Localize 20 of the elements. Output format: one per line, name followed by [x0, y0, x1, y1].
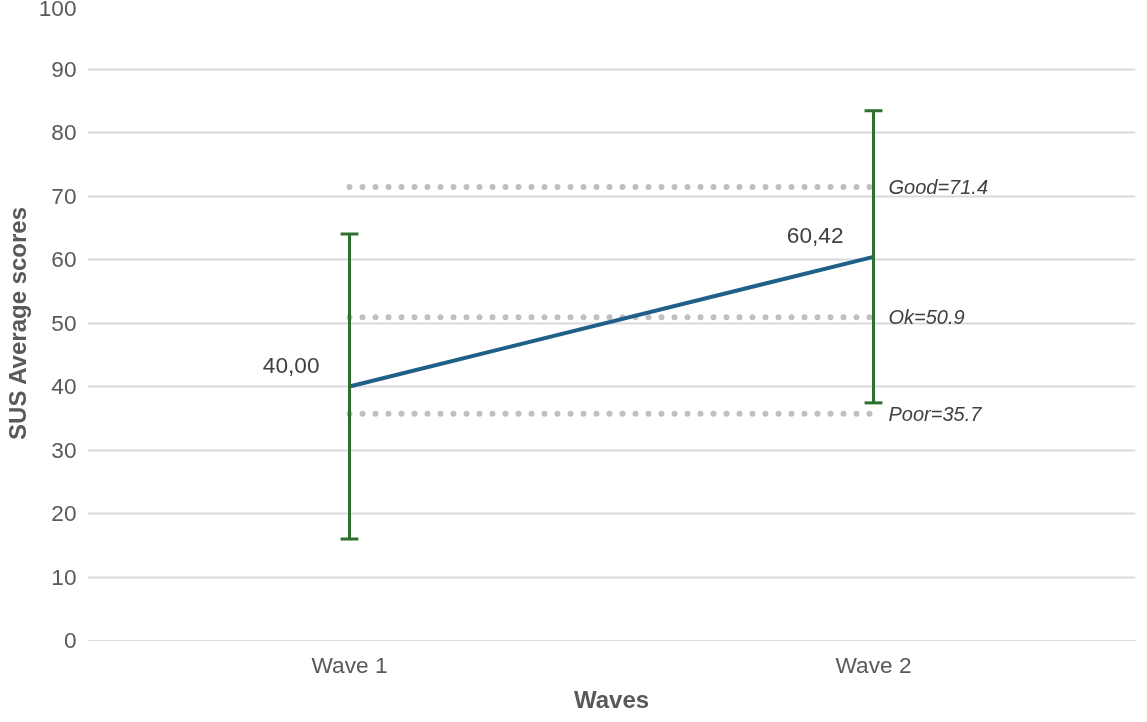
- y-axis-title: SUS Average scores: [3, 206, 31, 440]
- y-tick-label: 80: [51, 119, 77, 145]
- y-tick-label: 0: [63, 627, 77, 653]
- x-tick-label: Wave 2: [835, 651, 912, 678]
- data-label: 60,42: [786, 221, 844, 248]
- y-tick-label: 60: [51, 246, 77, 272]
- ref-line-label: Poor=35.7: [888, 402, 983, 425]
- ref-line-label: Good=71.4: [888, 176, 989, 199]
- y-tick-label: 10: [51, 563, 77, 590]
- y-tick-label: 90: [51, 55, 77, 82]
- y-tick-label: 50: [51, 309, 77, 336]
- y-tick-label: 70: [51, 182, 77, 209]
- y-tick-label: 20: [51, 500, 77, 526]
- y-tick-label: 40: [51, 373, 77, 399]
- x-tick-label: Wave 1: [311, 651, 388, 678]
- y-tick-label: 30: [51, 436, 77, 463]
- data-label: 40,00: [262, 351, 320, 378]
- ref-line-label: Ok=50.9: [888, 306, 965, 329]
- x-axis-title: Waves: [573, 685, 650, 713]
- y-tick-label: 100: [38, 0, 77, 21]
